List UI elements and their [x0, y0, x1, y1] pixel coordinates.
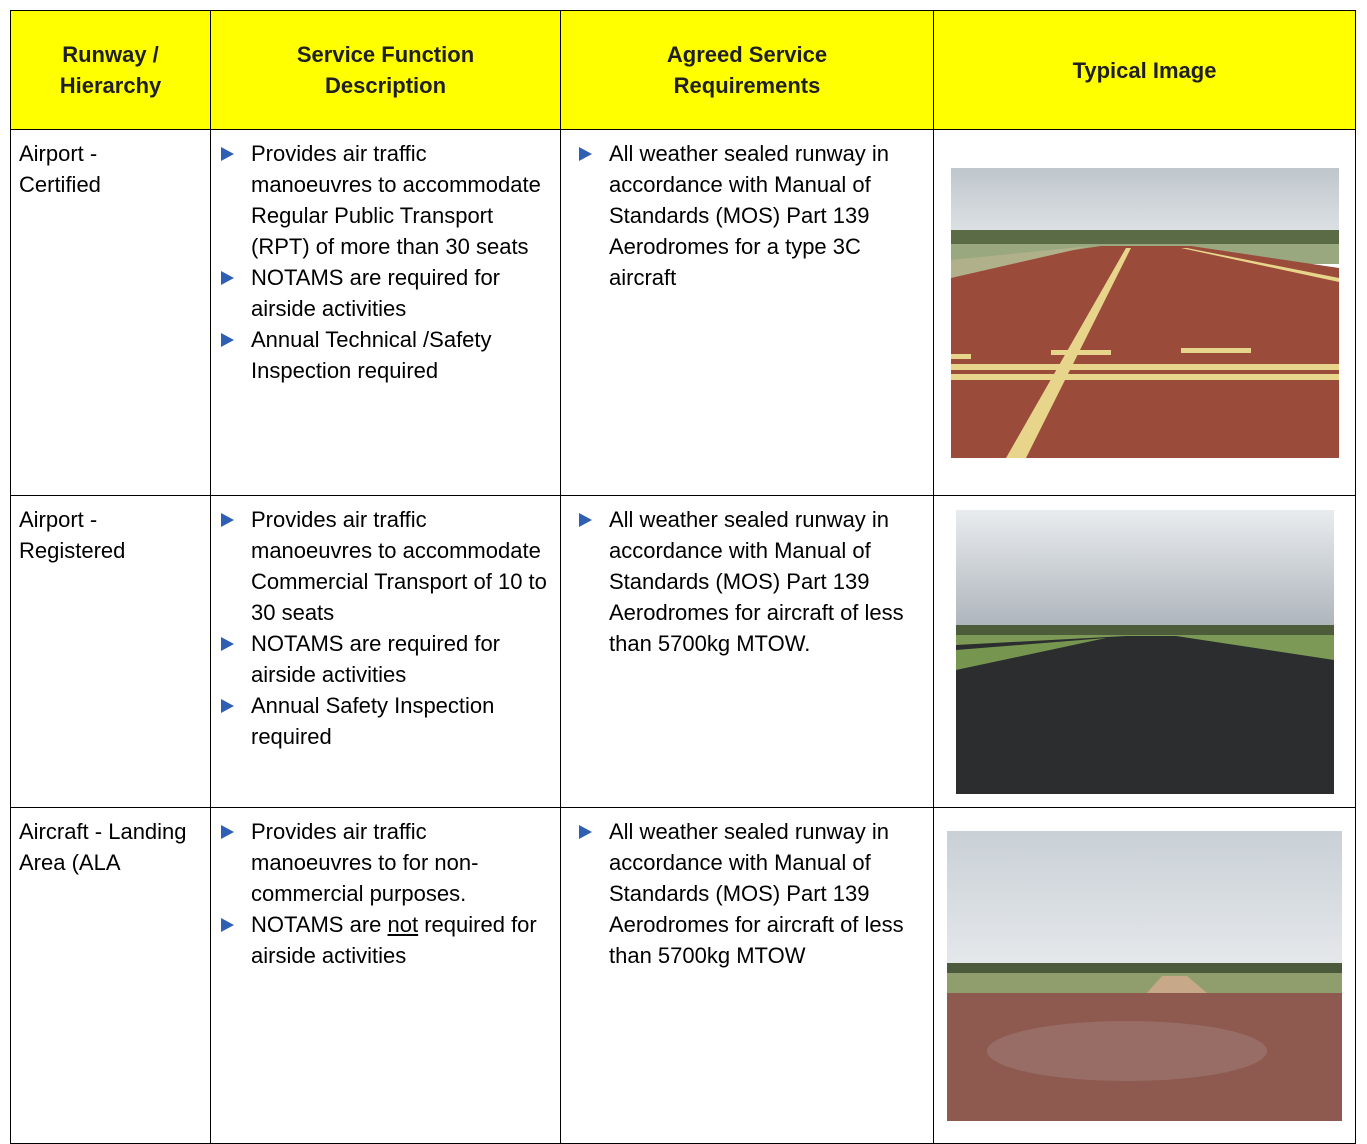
- header-cell: Typical Image: [933, 10, 1356, 130]
- runway-table: Runway / Hierarchy Service Function Desc…: [10, 10, 1356, 1144]
- bullet: NOTAMS are not required for airside acti…: [219, 909, 552, 971]
- bullet: All weather sealed runway in accordance …: [577, 504, 925, 659]
- text: NOTAMS are: [251, 912, 382, 937]
- bullet: Provides air traffic manoeuvres to for n…: [219, 816, 552, 909]
- header-cell: Agreed Service Requirements: [560, 10, 934, 130]
- table-row: Aircraft - Landing Area (ALA Provides ai…: [10, 807, 1356, 1144]
- runway-photo: [950, 167, 1339, 458]
- image-cell: [933, 495, 1356, 808]
- bullet: Annual Technical /Safety Inspection requ…: [219, 324, 552, 386]
- bullet: Provides air traffic manoeuvres to accom…: [219, 504, 552, 628]
- bullet: Provides air traffic manoeuvres to accom…: [219, 138, 552, 262]
- hierarchy-cell: Airport - Registered: [10, 495, 211, 808]
- hierarchy-cell: Aircraft - Landing Area (ALA: [10, 807, 211, 1144]
- bullet: All weather sealed runway in accordance …: [577, 138, 925, 293]
- table-row: Airport - Certified Provides air traffic…: [10, 129, 1356, 496]
- bullet: NOTAMS are required for airside activiti…: [219, 262, 552, 324]
- table-row: Airport - Registered Provides air traffi…: [10, 495, 1356, 808]
- description-cell: Provides air traffic manoeuvres to accom…: [210, 129, 561, 496]
- requirements-cell: All weather sealed runway in accordance …: [560, 129, 934, 496]
- requirements-cell: All weather sealed runway in accordance …: [560, 495, 934, 808]
- image-cell: [933, 807, 1356, 1144]
- header-cell: Service Function Description: [210, 10, 561, 130]
- bullet: Annual Safety Inspection required: [219, 690, 552, 752]
- description-cell: Provides air traffic manoeuvres to for n…: [210, 807, 561, 1144]
- text: required for airside activities: [251, 912, 537, 968]
- description-cell: Provides air traffic manoeuvres to accom…: [210, 495, 561, 808]
- bullet: All weather sealed runway in accordance …: [577, 816, 925, 971]
- bullet: NOTAMS are required for airside activiti…: [219, 628, 552, 690]
- image-cell: [933, 129, 1356, 496]
- header-row: Runway / Hierarchy Service Function Desc…: [10, 10, 1356, 130]
- hierarchy-cell: Airport - Certified: [10, 129, 211, 496]
- runway-photo: [955, 509, 1334, 794]
- header-cell: Runway / Hierarchy: [10, 10, 211, 130]
- runway-photo: [947, 830, 1342, 1121]
- requirements-cell: All weather sealed runway in accordance …: [560, 807, 934, 1144]
- underlined-text: not: [387, 912, 419, 937]
